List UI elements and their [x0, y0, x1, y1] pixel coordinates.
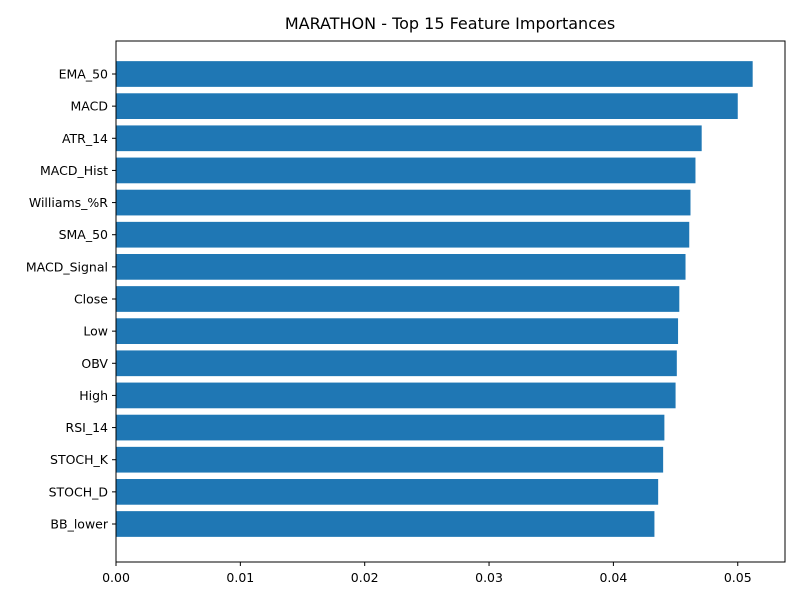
bar-atr-14 — [116, 125, 702, 152]
y-tick-label: MACD_Hist — [40, 163, 108, 178]
y-tick-label: RSI_14 — [66, 420, 109, 435]
x-tick-label: 0.04 — [599, 570, 627, 585]
axes-frame — [115, 40, 786, 563]
bar-stoch-k — [116, 446, 664, 473]
bar-bb-lower — [116, 511, 655, 537]
bar-stoch-d — [116, 479, 659, 505]
bar-macd-hist — [116, 157, 696, 184]
x-tick-label: 0.00 — [102, 570, 130, 585]
y-tick-label: MACD_Signal — [26, 259, 108, 274]
x-tick-label: 0.03 — [475, 570, 503, 585]
bar-obv — [116, 350, 677, 377]
bar-macd-signal — [116, 254, 686, 280]
y-tick-label: MACD — [71, 99, 108, 114]
x-tick-label: 0.05 — [724, 570, 752, 585]
bar-low — [116, 318, 679, 344]
y-tick-label: Low — [83, 324, 108, 339]
y-axis-ticks: EMA_50 MACD ATR_14 MACD_Hist Williams_%R SMA_… — [26, 67, 116, 532]
x-tick-label: 0.02 — [351, 570, 379, 585]
x-axis-ticks: 0.00 0.01 0.02 0.03 0.04 0.05 — [102, 562, 752, 585]
bar-macd — [116, 93, 738, 119]
y-tick-label: Williams_%R — [29, 195, 108, 210]
chart-title: MARATHON - Top 15 Feature Importances — [285, 14, 615, 33]
y-tick-label: Close — [74, 292, 108, 307]
y-tick-label: STOCH_D — [49, 484, 108, 499]
y-tick-label: ATR_14 — [62, 131, 108, 146]
y-tick-label: STOCH_K — [50, 452, 109, 467]
bar-ema-50 — [116, 61, 753, 87]
bar-rsi-14 — [116, 414, 665, 441]
y-tick-label: BB_lower — [50, 517, 108, 532]
bar-williams-r — [116, 189, 691, 216]
bar-high — [116, 382, 676, 409]
bar-close — [116, 286, 680, 312]
y-tick-label: EMA_50 — [59, 67, 108, 82]
y-tick-label: High — [79, 388, 108, 403]
y-tick-label: OBV — [81, 356, 108, 371]
x-tick-label: 0.01 — [226, 570, 254, 585]
bars-layer — [116, 61, 753, 537]
bar-sma-50 — [116, 221, 690, 248]
y-tick-label: SMA_50 — [59, 227, 108, 242]
